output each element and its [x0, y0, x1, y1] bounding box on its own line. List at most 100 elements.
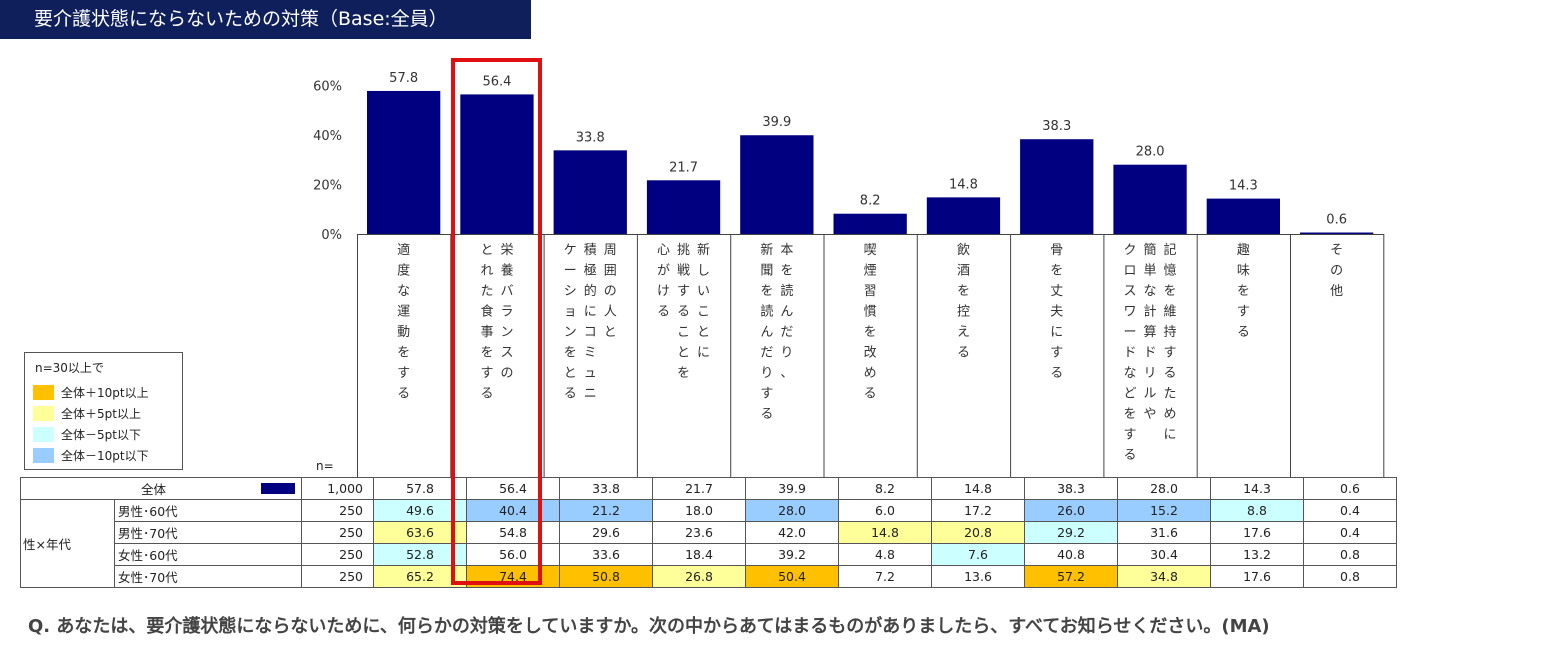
value-cell: 29.6 — [559, 521, 653, 544]
data-label: 38.3 — [1042, 119, 1071, 134]
value-cell: 26.8 — [652, 565, 746, 588]
value-cell: 38.3 — [1024, 477, 1118, 500]
total-swatch — [261, 483, 295, 494]
row-label: 男性･60代 — [114, 499, 302, 522]
bar — [1206, 198, 1280, 234]
legend-item: 全体－5pt以下 — [33, 425, 141, 443]
category-label: 新聞を読んだりする — [760, 242, 773, 422]
value-cell: 65.2 — [373, 565, 467, 588]
category-label: ケーションをとる — [564, 243, 577, 402]
value-cell: 30.4 — [1117, 543, 1211, 566]
legend-item: 全体－10pt以下 — [33, 446, 149, 464]
legend-swatch — [33, 447, 54, 463]
category-label: 簡単な計算ドリルや — [1144, 243, 1157, 422]
category-label: 骨を丈夫にする — [1050, 243, 1063, 381]
value-cell: 40.8 — [1024, 543, 1118, 566]
value-cell: 14.3 — [1210, 477, 1304, 500]
bar — [1113, 164, 1187, 234]
value-cell: 39.2 — [745, 543, 839, 566]
y-tick-label: 20% — [313, 179, 342, 194]
legend-item: 全体＋10pt以上 — [33, 383, 149, 401]
value-cell: 50.8 — [559, 565, 653, 588]
category-label: 栄養バランスの — [500, 243, 513, 381]
table-row: 男性･70代 250 63.6 54.8 29.6 23.6 42.0 14.8 20.8 29.… — [21, 521, 1397, 544]
y-tick-label: 0% — [321, 228, 342, 243]
data-label: 39.9 — [762, 115, 791, 130]
data-label: 21.7 — [669, 160, 698, 175]
value-cell: 21.2 — [559, 499, 653, 522]
y-tick-label: 40% — [313, 129, 342, 144]
value-cell: 74.4 — [466, 565, 560, 588]
total-label-cell: 全体 — [20, 477, 302, 500]
value-cell: 52.8 — [373, 543, 467, 566]
value-cell: 18.4 — [652, 543, 746, 566]
n-cell: 250 — [301, 565, 374, 588]
bar — [460, 94, 534, 234]
total-label: 全体 — [141, 482, 167, 497]
n-cell: 250 — [301, 521, 374, 544]
value-cell: 7.6 — [931, 543, 1025, 566]
y-tick-label: 60% — [313, 80, 342, 95]
bar — [646, 180, 721, 234]
value-cell: 33.8 — [559, 477, 653, 500]
group-label: 性×年代 — [20, 499, 115, 588]
value-cell: 0.4 — [1303, 521, 1397, 544]
value-cell: 23.6 — [652, 521, 746, 544]
table-row: 女性･70代 250 65.2 74.4 50.8 26.8 50.4 7.2 13.6 57.2… — [21, 565, 1397, 588]
legend-label: 全体－5pt以下 — [61, 427, 141, 442]
value-cell: 29.2 — [1024, 521, 1118, 544]
value-cell: 14.8 — [838, 521, 932, 544]
value-cell: 0.6 — [1303, 477, 1397, 500]
n-header: n= — [316, 459, 334, 473]
value-cell: 13.6 — [931, 565, 1025, 588]
bar — [833, 213, 907, 234]
value-cell: 50.4 — [745, 565, 839, 588]
bar — [926, 197, 1001, 234]
table-row: 全体 1,000 57.8 56.4 33.8 21.7 39.9 8.2 14.8 38.3 28… — [20, 477, 1397, 500]
value-cell: 56.0 — [466, 543, 560, 566]
value-cell: 33.6 — [559, 543, 653, 566]
value-cell: 31.6 — [1117, 521, 1211, 544]
table-row: 性×年代 男性･60代 250 49.6 40.4 21.2 18.0 28.0 6.0 17.2… — [20, 499, 1397, 588]
value-cell: 54.8 — [466, 521, 560, 544]
value-cell: 56.4 — [466, 477, 560, 500]
value-cell: 8.2 — [838, 477, 932, 500]
legend-label: 全体＋10pt以上 — [61, 385, 149, 400]
value-cell: 39.9 — [745, 477, 839, 500]
category-label: 心がける — [657, 243, 670, 320]
data-label: 57.8 — [389, 71, 418, 86]
question-text: Q. あなたは、要介護状態にならないために、何らかの対策をしていますか。次の中か… — [28, 616, 1270, 637]
data-label: 28.0 — [1136, 145, 1165, 160]
value-cell: 57.2 — [1024, 565, 1118, 588]
value-cell: 40.4 — [466, 499, 560, 522]
legend-item: 全体＋5pt以上 — [33, 404, 141, 422]
category-label: 周囲の人と — [604, 243, 617, 340]
value-cell: 0.8 — [1303, 543, 1397, 566]
value-cell: 0.8 — [1303, 565, 1397, 588]
value-cell: 28.0 — [745, 499, 839, 522]
data-label: 0.6 — [1326, 213, 1347, 228]
legend-header: n=30以上で — [35, 361, 104, 375]
value-cell: 21.7 — [652, 477, 746, 500]
value-cell: 17.6 — [1210, 565, 1304, 588]
n-cell: 250 — [301, 499, 374, 522]
bar — [1020, 139, 1094, 234]
value-cell: 14.8 — [931, 477, 1025, 500]
value-cell: 17.2 — [931, 499, 1025, 522]
bar — [1300, 232, 1374, 234]
title-bar: 要介護状態にならないための対策（Base:全員） — [0, 0, 531, 39]
value-cell: 13.2 — [1210, 543, 1304, 566]
legend-label: 全体－10pt以下 — [61, 448, 149, 463]
data-label: 33.8 — [576, 130, 605, 145]
n-cell: 1,000 — [301, 477, 374, 500]
category-label: 新しいことに — [697, 242, 710, 361]
value-cell: 0.4 — [1303, 499, 1397, 522]
chart-title: 要介護状態にならないための対策（Base:全員） — [34, 8, 448, 30]
bar-chart: 0% 20% 40% 60% 57.8 適度な運動をする 56.4 栄養バランスのとれた食事を… — [313, 71, 1385, 478]
legend: n=30以上で 全体＋10pt以上 全体＋5pt以上 全体－5pt以下 全体－1… — [24, 352, 183, 470]
category-label: 本を読んだり、 — [780, 243, 793, 381]
legend-swatch — [33, 426, 54, 442]
bar — [367, 90, 441, 234]
data-label: 14.3 — [1229, 179, 1258, 194]
value-cell: 20.8 — [931, 521, 1025, 544]
